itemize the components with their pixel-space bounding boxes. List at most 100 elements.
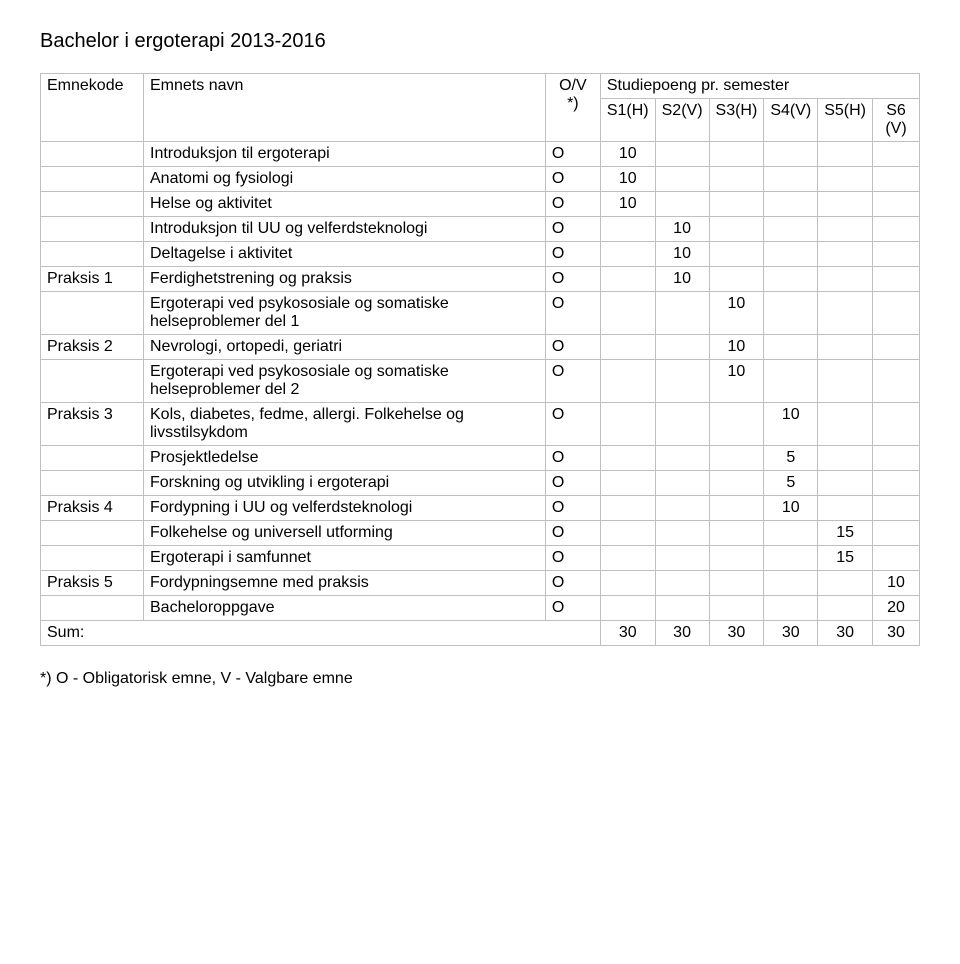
cell-sem [873,192,920,217]
cell-sem [600,242,655,267]
cell-sem [818,142,873,167]
cell-sem: 10 [600,192,655,217]
cell-sem [655,596,709,621]
header-s6: S6 (V) [873,99,920,142]
cell-code [41,192,144,217]
cell-ov: O [545,403,600,446]
header-name: Emnets navn [144,74,546,142]
sum-cell: 30 [818,621,873,646]
table-row: Praksis 3Kols, diabetes, fedme, allergi.… [41,403,920,446]
cell-sem [764,335,818,360]
cell-sem [873,142,920,167]
cell-sem [655,360,709,403]
table-row: Introduksjon til UU og velferdsteknologi… [41,217,920,242]
cell-ov: O [545,521,600,546]
cell-sem [764,360,818,403]
cell-name: Folkehelse og universell utforming [144,521,546,546]
header-s3: S3(H) [709,99,764,142]
cell-code [41,521,144,546]
cell-name: Ferdighetstrening og praksis [144,267,546,292]
cell-sem: 10 [600,142,655,167]
table-row: Praksis 2Nevrologi, ortopedi, geriatriO1… [41,335,920,360]
cell-code [41,167,144,192]
cell-sem: 15 [818,521,873,546]
cell-sem [600,571,655,596]
cell-sem [764,167,818,192]
cell-sem: 10 [764,496,818,521]
cell-sem [600,521,655,546]
cell-sem [600,360,655,403]
table-row: Anatomi og fysiologiO10 [41,167,920,192]
cell-sem: 10 [873,571,920,596]
cell-sem [764,242,818,267]
cell-sem [873,242,920,267]
header-sp: Studiepoeng pr. semester [600,74,919,99]
cell-sem: 15 [818,546,873,571]
cell-sem [709,403,764,446]
cell-sem: 10 [709,292,764,335]
cell-name: Ergoterapi i samfunnet [144,546,546,571]
table-row: Ergoterapi ved psykososiale og somatiske… [41,360,920,403]
cell-ov: O [545,571,600,596]
cell-sem [655,546,709,571]
cell-code [41,446,144,471]
sum-cell: 30 [709,621,764,646]
cell-name: Bacheloroppgave [144,596,546,621]
cell-sem [600,596,655,621]
cell-sem [764,217,818,242]
cell-name: Anatomi og fysiologi [144,167,546,192]
cell-sem [873,471,920,496]
cell-code [41,471,144,496]
cell-sem [873,521,920,546]
cell-sem [818,496,873,521]
course-table: Emnekode Emnets navn O/V *) Studiepoeng … [40,73,920,646]
cell-sem [818,471,873,496]
cell-sem [600,446,655,471]
cell-sem [873,446,920,471]
table-row: Deltagelse i aktivitetO10 [41,242,920,267]
cell-code: Praksis 2 [41,335,144,360]
cell-sem: 10 [655,217,709,242]
cell-ov: O [545,496,600,521]
cell-sem [818,403,873,446]
cell-ov: O [545,471,600,496]
cell-sem [709,217,764,242]
cell-sem [655,471,709,496]
cell-sem [709,546,764,571]
cell-ov: O [545,142,600,167]
cell-sem [818,360,873,403]
cell-sem: 10 [764,403,818,446]
cell-sem [655,335,709,360]
cell-sem [873,292,920,335]
cell-sem [709,521,764,546]
cell-sem: 10 [600,167,655,192]
cell-sem [818,267,873,292]
table-row: Ergoterapi i samfunnetO15 [41,546,920,571]
cell-name: Kols, diabetes, fedme, allergi. Folkehel… [144,403,546,446]
cell-sem: 10 [709,335,764,360]
cell-sem [764,292,818,335]
cell-sem: 20 [873,596,920,621]
cell-sem: 10 [655,242,709,267]
cell-name: Fordypningsemne med praksis [144,571,546,596]
cell-sem [600,292,655,335]
cell-sem [709,571,764,596]
cell-ov: O [545,217,600,242]
cell-code [41,217,144,242]
sum-label: Sum: [41,621,601,646]
cell-ov: O [545,596,600,621]
cell-sem [709,267,764,292]
cell-sem [764,192,818,217]
sum-cell: 30 [600,621,655,646]
cell-sem [709,167,764,192]
cell-sem: 5 [764,471,818,496]
cell-sem [600,471,655,496]
table-row: ProsjektledelseO5 [41,446,920,471]
cell-sem [818,217,873,242]
cell-sem [655,521,709,546]
table-row: Praksis 1Ferdighetstrening og praksisO10 [41,267,920,292]
cell-name: Ergoterapi ved psykososiale og somatiske… [144,292,546,335]
table-row: Praksis 4Fordypning i UU og velferdstekn… [41,496,920,521]
cell-sem [764,142,818,167]
cell-sem [873,335,920,360]
